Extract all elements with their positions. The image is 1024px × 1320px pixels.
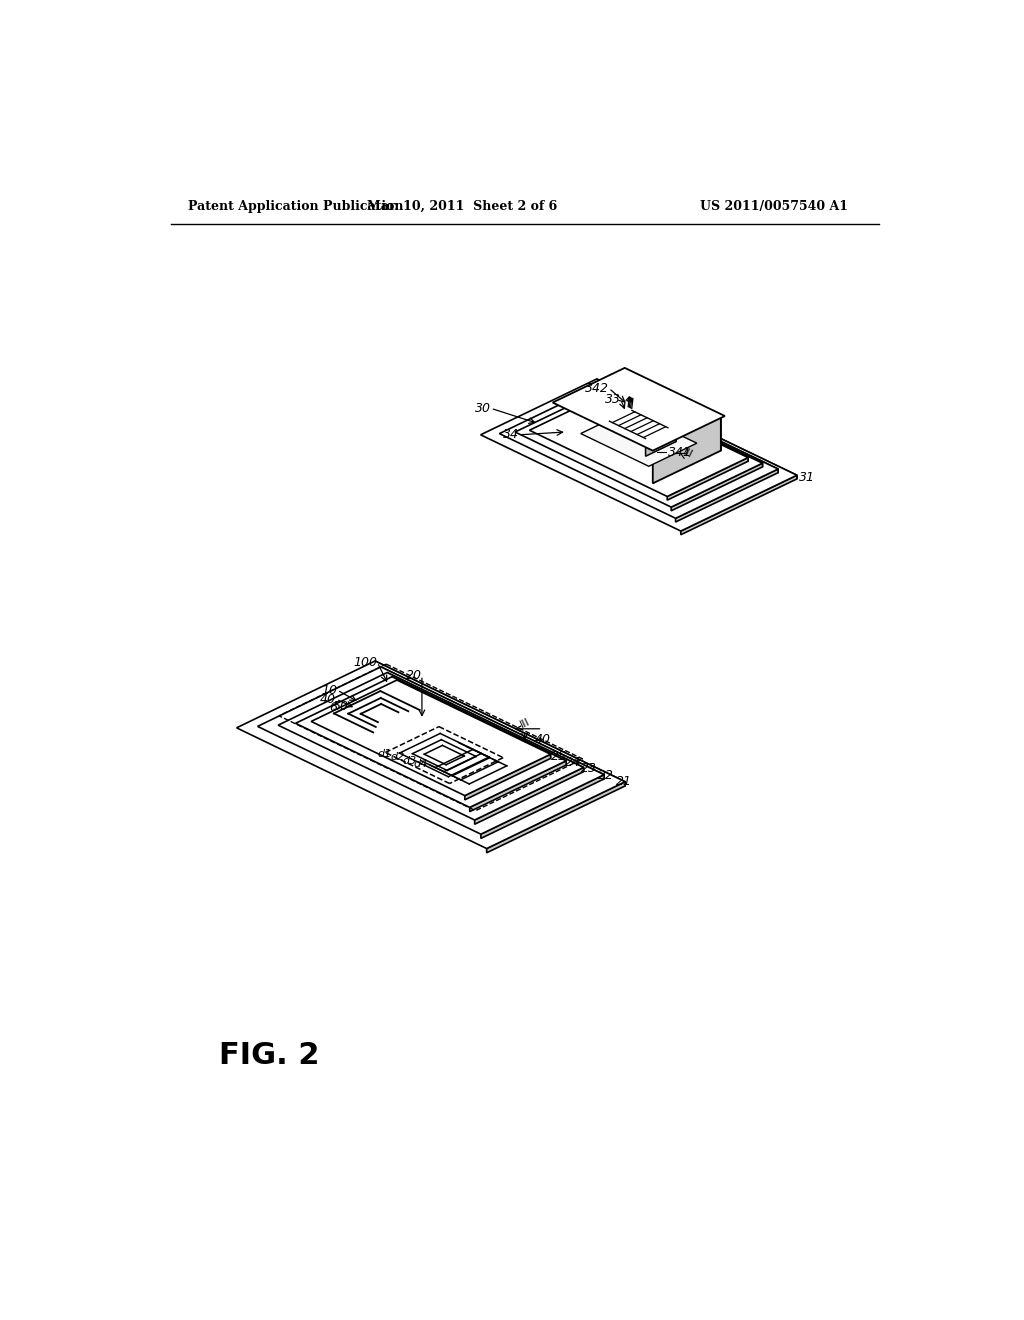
Polygon shape [632,407,676,442]
Text: US 2011/0057540 A1: US 2011/0057540 A1 [700,199,848,213]
Polygon shape [311,680,551,796]
Polygon shape [237,661,625,849]
Polygon shape [597,379,797,479]
Text: d4: d4 [413,759,427,768]
Text: Mar. 10, 2011  Sheet 2 of 6: Mar. 10, 2011 Sheet 2 of 6 [367,199,557,213]
Text: 31: 31 [799,471,815,483]
Polygon shape [475,767,584,824]
Text: 24: 24 [565,756,581,768]
Text: 34: 34 [503,428,518,441]
Text: 25: 25 [551,750,566,763]
Text: 22: 22 [598,768,614,781]
Text: III: III [518,717,531,730]
Polygon shape [597,392,607,404]
Text: 40: 40 [321,693,336,706]
Text: d3: d3 [402,756,417,766]
Text: d2: d2 [390,752,404,763]
Text: 21: 21 [616,775,632,788]
Polygon shape [671,463,763,511]
Polygon shape [681,475,797,535]
Polygon shape [652,416,721,483]
Polygon shape [486,781,625,853]
Polygon shape [529,391,749,496]
Polygon shape [676,469,778,521]
Text: 23: 23 [582,762,597,775]
Text: d1: d1 [378,748,392,759]
Polygon shape [589,392,607,401]
Polygon shape [581,411,696,466]
Text: 6: 6 [329,701,337,714]
Polygon shape [387,673,584,772]
Polygon shape [296,677,566,808]
Polygon shape [557,370,721,449]
Text: 342: 342 [585,381,608,395]
Polygon shape [465,754,551,800]
Polygon shape [279,673,584,820]
Polygon shape [557,370,721,449]
Polygon shape [585,397,595,409]
Polygon shape [480,379,797,531]
Text: 40: 40 [535,733,551,746]
Text: 10: 10 [322,684,337,697]
Polygon shape [381,667,604,779]
Polygon shape [577,397,595,407]
Text: 33: 33 [605,393,621,405]
Text: 50: 50 [333,700,349,713]
Text: 30: 30 [474,401,490,414]
Text: Patent Application Publication: Patent Application Publication [188,199,403,213]
Text: 341: 341 [669,446,692,458]
Text: III: III [681,446,694,459]
Polygon shape [392,677,566,766]
Polygon shape [481,775,604,838]
Polygon shape [470,760,566,812]
Text: 20: 20 [406,669,422,682]
Polygon shape [258,667,604,834]
Polygon shape [602,384,778,473]
Polygon shape [553,368,725,450]
Polygon shape [606,388,763,467]
Text: 100: 100 [353,656,377,669]
Polygon shape [515,388,763,507]
Polygon shape [500,384,778,519]
Polygon shape [397,680,551,759]
Polygon shape [375,661,625,785]
Polygon shape [668,458,749,500]
Polygon shape [610,391,749,461]
Text: FIG. 2: FIG. 2 [219,1041,319,1071]
Polygon shape [645,428,676,457]
Polygon shape [601,407,676,442]
Polygon shape [625,370,721,450]
